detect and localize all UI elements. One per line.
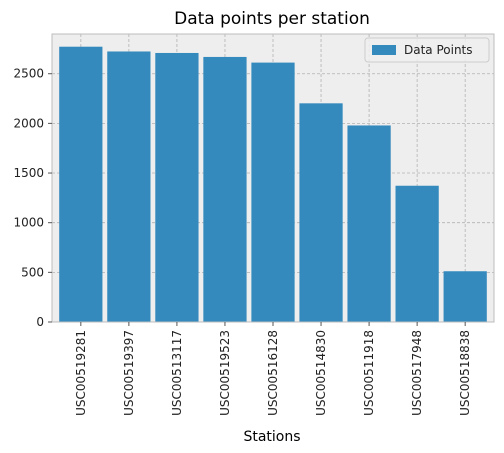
y-axis-ticks: 0 500 1000 1500 2000 2500 <box>13 67 52 329</box>
legend: Data Points <box>364 37 490 63</box>
y-tick-label: 500 <box>21 265 44 279</box>
x-axis-ticks: USC00519281 USC00519397 USC00513117 USC0051… <box>74 322 472 416</box>
y-tick-label: 0 <box>36 315 44 329</box>
x-tick-label: USC00519523 <box>218 330 232 416</box>
x-axis-label: Stations <box>243 429 300 445</box>
legend-box <box>364 37 490 63</box>
y-tick-label: 1000 <box>13 216 44 230</box>
bar <box>347 125 391 322</box>
bar <box>155 52 199 323</box>
bar <box>107 51 151 322</box>
bar <box>59 46 103 322</box>
x-tick-label: USC00511918 <box>362 330 376 416</box>
x-tick-label: USC00519397 <box>122 330 136 416</box>
x-tick-label: USC00517948 <box>410 330 424 416</box>
chart-title: Data points per station <box>174 9 370 29</box>
bar <box>395 185 439 322</box>
x-tick-label: USC00513117 <box>170 330 184 416</box>
bars <box>59 46 487 323</box>
bar <box>251 62 295 322</box>
x-tick-label: USC00516128 <box>266 330 280 416</box>
y-tick-label: 2000 <box>13 116 44 130</box>
y-tick-label: 2500 <box>13 67 44 81</box>
x-tick-label: USC00519281 <box>74 330 88 416</box>
legend-label: Data Points <box>404 43 473 57</box>
x-tick-label: USC00514830 <box>314 330 328 416</box>
bar <box>203 56 247 323</box>
x-tick-label: USC00518838 <box>458 330 472 416</box>
y-tick-label: 1500 <box>13 166 44 180</box>
bar <box>299 103 343 322</box>
legend-swatch <box>372 45 396 55</box>
bar <box>443 271 487 322</box>
